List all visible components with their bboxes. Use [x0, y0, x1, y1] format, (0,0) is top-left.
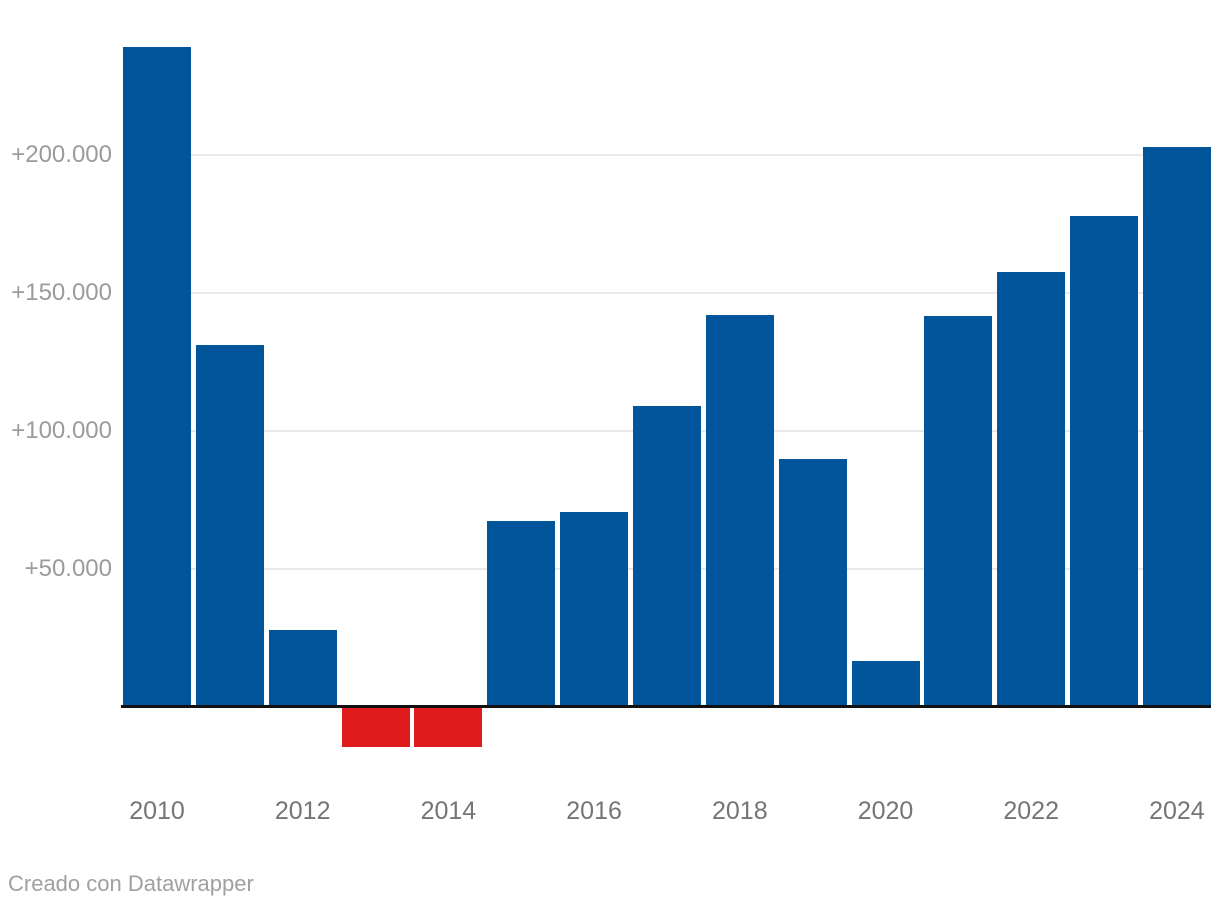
y-tick-label-50000: +50.000 [24, 555, 112, 582]
bar-2017[interactable] [632, 406, 701, 707]
gridline-200000 [123, 154, 1211, 156]
x-tick-label-2012: 2012 [274, 797, 331, 825]
y-tick-label-200000: +200.000 [11, 141, 112, 168]
x-tick-label-2022: 2022 [1003, 797, 1059, 825]
y-tick-label-100000: +100.000 [11, 417, 112, 444]
bar-2014[interactable] [414, 707, 483, 748]
x-tick-label-2018: 2018 [711, 797, 768, 825]
bar-2020[interactable] [851, 661, 920, 707]
y-tick-label-150000: +150.000 [11, 279, 112, 306]
bar-2015[interactable] [487, 520, 556, 707]
bar-2016[interactable] [560, 512, 629, 707]
gridline-150000 [123, 292, 1211, 294]
bar-2023[interactable] [1070, 215, 1139, 707]
x-tick-label-2020: 2020 [857, 797, 914, 825]
bar-2018[interactable] [705, 315, 774, 707]
bar-2012[interactable] [268, 629, 337, 707]
bar-2019[interactable] [778, 458, 847, 707]
bar-2021[interactable] [924, 316, 993, 707]
bar-2013[interactable] [341, 707, 410, 748]
bar-2024[interactable] [1142, 146, 1211, 707]
datawrapper-credit-link[interactable]: Creado con Datawrapper [8, 871, 254, 896]
bar-2011[interactable] [195, 345, 264, 707]
x-tick-label-2024: 2024 [1149, 797, 1205, 825]
zero-axis-line [121, 704, 1211, 708]
bar-2022[interactable] [997, 272, 1066, 707]
bar-2010[interactable] [123, 47, 191, 707]
x-tick-label-2014: 2014 [420, 797, 477, 825]
x-tick-label-2016: 2016 [566, 797, 622, 825]
x-tick-label-2010: 2010 [129, 797, 185, 825]
